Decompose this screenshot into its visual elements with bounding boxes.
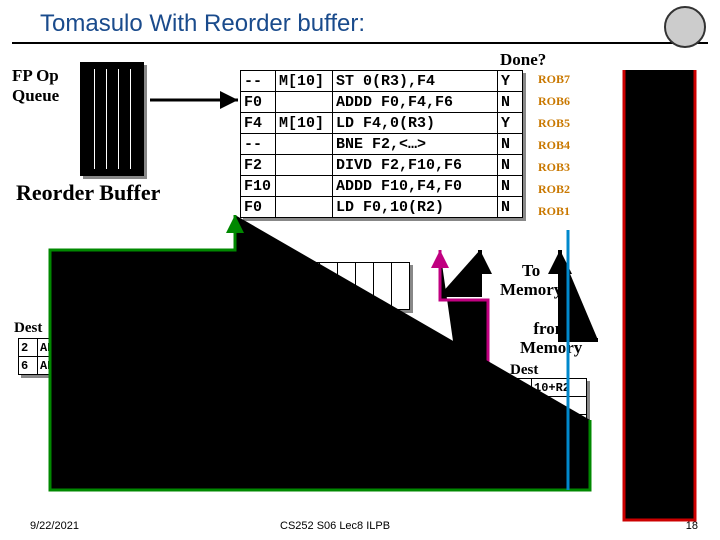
from-memory-label: from Memory: [520, 320, 582, 357]
to-memory-label: To Memory: [500, 262, 562, 299]
registers-label: Registers: [90, 260, 177, 286]
divider: [12, 42, 708, 44]
rs-load: 110+R2: [512, 378, 587, 433]
footer-page: 18: [686, 520, 698, 532]
reservation-label: Reservation Stations: [216, 402, 293, 435]
dest-label-2: Dest: [248, 326, 276, 343]
dest-label-1: Dest: [14, 320, 42, 337]
rob-id: ROB5: [538, 116, 570, 131]
rs-adders: 2ADDDR(F4)ROB16ADDDM[10]R(F6): [18, 338, 185, 375]
fp-queue-label: FP Op Queue: [12, 66, 59, 106]
rob-label: Reorder Buffer: [16, 180, 160, 206]
footer-center: CS252 S06 Lec8 ILPB: [280, 520, 390, 532]
rob-id: ROB6: [538, 94, 570, 109]
rob-id: ROB7: [538, 72, 570, 87]
rob-id: ROB4: [538, 138, 570, 153]
fp-multipliers-box: FP multipliers: [340, 442, 464, 474]
rs-multipliers: 3DIVDROB2R(F6): [252, 344, 413, 381]
footer-date: 9/22/2021: [30, 520, 79, 532]
fp-adders-box: FP adders: [62, 442, 186, 474]
fp-queue-box: [80, 62, 144, 176]
rob-id: ROB3: [538, 160, 570, 175]
logo: [664, 6, 706, 48]
rob-id: ROB2: [538, 182, 570, 197]
registers-box: [228, 262, 410, 310]
done-label: Done?: [500, 50, 546, 70]
dest-label-3: Dest: [510, 362, 538, 379]
rob-id: ROB1: [538, 204, 570, 219]
newest-label: Newest: [630, 72, 685, 93]
rob-table: --M[10]ST 0(R3),F4YF0ADDD F0,F4,F6NF4M[1…: [240, 70, 523, 218]
oldest-label: Oldest: [636, 200, 686, 221]
page-title: Tomasulo With Reorder buffer:: [0, 0, 720, 42]
